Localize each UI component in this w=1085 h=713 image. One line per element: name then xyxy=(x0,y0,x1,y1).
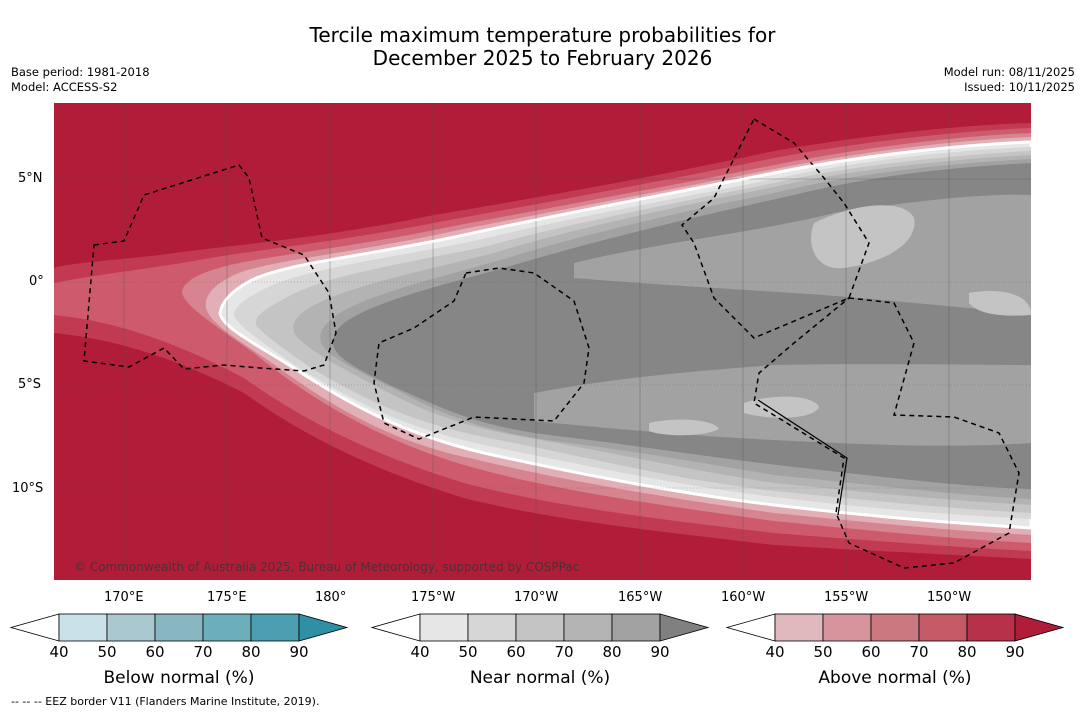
colorbar-segment xyxy=(154,613,204,642)
cb-near-tick: 80 xyxy=(602,643,622,661)
cb-above-tick: 90 xyxy=(1005,643,1025,661)
cb-near-tick: 50 xyxy=(458,643,478,661)
eez-borders xyxy=(83,117,1020,569)
colorbar-segment xyxy=(822,613,872,642)
colorbar-over-triangle xyxy=(659,613,710,642)
lat-label-5s: 5°S xyxy=(18,377,42,392)
near-normal-80-patch xyxy=(574,194,1031,313)
colorbar-below-label: Below normal (%) xyxy=(103,668,255,688)
colorbar-below xyxy=(9,613,349,642)
colorbar-segment xyxy=(419,613,469,642)
colorbar-under-triangle xyxy=(725,613,776,642)
colorbar-segment xyxy=(515,613,565,642)
colorbar-segment xyxy=(202,613,252,642)
colorbar-under-triangle xyxy=(370,613,421,642)
cb-below-tick: 60 xyxy=(145,643,165,661)
colorbar-segment xyxy=(106,613,156,642)
map-copyright: © Commonwealth of Australia 2025, Bureau… xyxy=(74,560,579,574)
colorbar-near xyxy=(370,613,710,642)
model-name: Model: ACCESS-S2 xyxy=(11,80,118,94)
colorbar-segment xyxy=(774,613,824,642)
colorbar-segment xyxy=(250,613,300,642)
cb-near-tick: 60 xyxy=(506,643,526,661)
map-graticule xyxy=(54,103,1031,580)
near-normal-70-patch3 xyxy=(744,396,819,418)
cb-near-tick: 40 xyxy=(410,643,430,661)
cb-below-tick: 90 xyxy=(289,643,309,661)
eez-solid-border xyxy=(757,399,848,516)
near-normal-70-patch4 xyxy=(649,419,719,436)
model-run: Model run: 08/11/2025 xyxy=(943,65,1075,79)
lon-label-170e: 170°E xyxy=(104,590,144,605)
meta-left: Base period: 1981-2018 Model: ACCESS-S2 xyxy=(11,65,150,95)
equator-near-boundary xyxy=(219,141,1031,314)
lat-label-10s: 10°S xyxy=(12,481,44,496)
colorbar-segment xyxy=(58,613,108,642)
cb-above-tick: 60 xyxy=(861,643,881,661)
cb-near-tick: 70 xyxy=(554,643,574,661)
chart-title-line1: Tercile maximum temperature probabilitie… xyxy=(309,23,776,47)
cb-above-tick: 40 xyxy=(765,643,785,661)
near-normal-70-patch xyxy=(811,205,915,269)
cb-above-tick: 70 xyxy=(909,643,929,661)
lon-label-175w: 175°W xyxy=(411,590,456,605)
colorbar-segment xyxy=(918,613,968,642)
lon-label-160w: 160°W xyxy=(721,590,766,605)
colorbar-segment xyxy=(870,613,920,642)
colorbar-over-triangle xyxy=(298,613,349,642)
cb-below-tick: 80 xyxy=(241,643,261,661)
cb-above-tick: 50 xyxy=(813,643,833,661)
colorbar-segment xyxy=(467,613,517,642)
lon-label-165w: 165°W xyxy=(618,590,663,605)
issued-date: Issued: 10/11/2025 xyxy=(964,80,1075,94)
chart-title-line2: December 2025 to February 2026 xyxy=(372,46,713,70)
lat-label-5n: 5°N xyxy=(18,171,43,186)
colorbars xyxy=(9,613,1065,642)
colorbar-segment xyxy=(966,613,1016,642)
colorbar-over-triangle xyxy=(1014,613,1065,642)
cb-below-tick: 50 xyxy=(97,643,117,661)
cb-below-tick: 40 xyxy=(49,643,69,661)
eez-footnote: -- -- -- EEZ border V11 (Flanders Marine… xyxy=(11,695,320,708)
cb-below-tick: 70 xyxy=(193,643,213,661)
cb-above-tick: 80 xyxy=(957,643,977,661)
lat-label-0: 0° xyxy=(29,274,44,289)
lon-label-150w: 150°W xyxy=(927,590,972,605)
lon-label-180: 180° xyxy=(315,590,347,605)
cb-near-tick: 90 xyxy=(650,643,670,661)
colorbar-under-triangle xyxy=(9,613,60,642)
lon-label-170w: 170°W xyxy=(514,590,559,605)
colorbar-above-label: Above normal (%) xyxy=(818,668,972,688)
lon-label-155w: 155°W xyxy=(824,590,869,605)
probability-map: © Commonwealth of Australia 2025, Bureau… xyxy=(54,103,1031,580)
lon-label-175e: 175°E xyxy=(207,590,247,605)
colorbar-segment xyxy=(611,613,661,642)
colorbar-above xyxy=(725,613,1065,642)
colorbar-segment xyxy=(563,613,613,642)
base-period: Base period: 1981-2018 xyxy=(11,65,150,79)
colorbar-near-label: Near normal (%) xyxy=(469,668,611,688)
meta-right: Model run: 08/11/2025 Issued: 10/11/2025 xyxy=(944,65,1075,95)
near-normal-70-patch2 xyxy=(969,290,1031,316)
